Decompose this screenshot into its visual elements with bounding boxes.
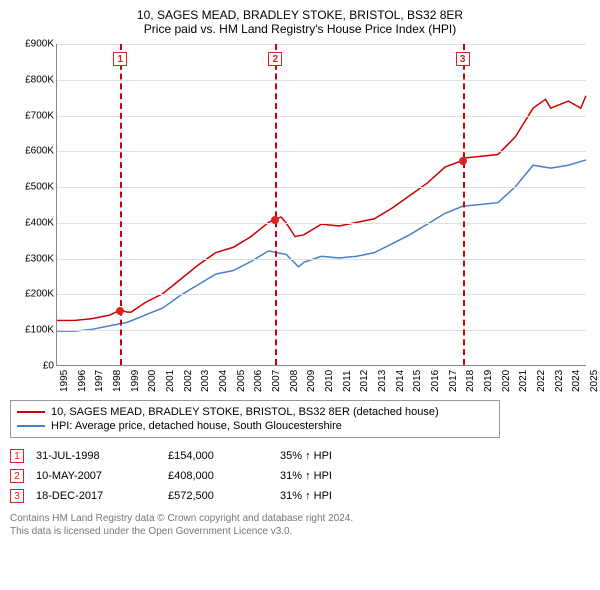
series-hpi [57,160,586,331]
series-price_paid [57,96,586,321]
sales-row-marker: 3 [10,489,24,503]
legend-label: 10, SAGES MEAD, BRADLEY STOKE, BRISTOL, … [51,406,439,418]
sales-row: 2 10-MAY-2007 £408,000 31% ↑ HPI [10,466,590,486]
x-tick-label: 2013 [377,370,379,392]
x-tick-label: 2009 [306,370,308,392]
x-tick-label: 2002 [183,370,185,392]
x-tick-label: 2021 [518,370,520,392]
x-tick-label: 2004 [218,370,220,392]
y-axis: £0£100K£200K£300K£400K£500K£600K£700K£80… [10,44,56,366]
sales-row-date: 18-DEC-2017 [36,490,156,502]
sale-marker-box: 3 [456,52,470,66]
x-tick-label: 2017 [448,370,450,392]
sale-marker-box: 2 [268,52,282,66]
gridline [57,44,586,45]
y-tick-label: £900K [25,39,54,50]
x-tick-label: 2011 [342,370,344,392]
plot-region: 1 2 3 [56,44,586,366]
x-tick-label: 1997 [94,370,96,392]
legend-swatch [17,425,45,427]
y-tick-label: £200K [25,289,54,300]
title-subtitle: Price paid vs. HM Land Registry's House … [10,22,590,36]
x-tick-label: 1998 [112,370,114,392]
sales-row-pct: 31% ↑ HPI [280,490,410,502]
sales-row-pct: 35% ↑ HPI [280,450,410,462]
x-tick-label: 2012 [359,370,361,392]
legend-swatch [17,411,45,413]
sales-row-price: £572,500 [168,490,268,502]
x-tick-label: 2025 [589,370,591,392]
sale-marker-line [275,44,277,365]
sales-row: 3 18-DEC-2017 £572,500 31% ↑ HPI [10,486,590,506]
x-tick-label: 2018 [465,370,467,392]
x-tick-label: 1996 [77,370,79,392]
legend-item: 10, SAGES MEAD, BRADLEY STOKE, BRISTOL, … [17,405,493,419]
x-tick-label: 2016 [430,370,432,392]
legend-item: HPI: Average price, detached house, Sout… [17,419,493,433]
sale-marker-dot [116,307,124,315]
gridline [57,330,586,331]
x-tick-label: 2005 [236,370,238,392]
chart-lines [57,44,586,365]
sale-marker-line [120,44,122,365]
chart-area: £0 £100K £200K £300K £400K £500K £600K £700K £80… [10,44,590,394]
y-tick-label: £500K [25,182,54,193]
sale-marker-line [463,44,465,365]
gridline [57,116,586,117]
y-tick-label: £600K [25,146,54,157]
y-tick-label: £700K [25,110,54,121]
x-tick-label: 2014 [395,370,397,392]
gridline [57,80,586,81]
y-tick-label: £100K [25,325,54,336]
legend-label: HPI: Average price, detached house, Sout… [51,420,342,432]
y-tick-label: £0 [43,361,54,372]
sales-row-marker: 2 [10,469,24,483]
gridline [57,259,586,260]
footer-line1: Contains HM Land Registry data © Crown c… [10,512,590,525]
y-tick-label: £400K [25,217,54,228]
x-tick-label: 2003 [200,370,202,392]
title-address: 10, SAGES MEAD, BRADLEY STOKE, BRISTOL, … [10,8,590,22]
x-tick-label: 2023 [554,370,556,392]
footer-line2: This data is licensed under the Open Gov… [10,525,590,538]
x-tick-label: 2022 [536,370,538,392]
x-axis: 1995 1996 1997 1998 1999 2000 2001 2002 2003 2004… [56,366,586,394]
x-tick-label: 2001 [165,370,167,392]
sales-row-date: 10-MAY-2007 [36,470,156,482]
x-tick-label: 2010 [324,370,326,392]
gridline [57,187,586,188]
footer-attribution: Contains HM Land Registry data © Crown c… [10,512,590,538]
sale-marker-dot [271,216,279,224]
sales-row-pct: 31% ↑ HPI [280,470,410,482]
sales-row: 1 31-JUL-1998 £154,000 35% ↑ HPI [10,446,590,466]
x-tick-label: 2000 [147,370,149,392]
x-tick-label: 1995 [59,370,61,392]
y-tick-label: £800K [25,74,54,85]
gridline [57,294,586,295]
sale-marker-box: 1 [113,52,127,66]
x-tick-label: 1999 [130,370,132,392]
sale-marker-dot [459,157,467,165]
x-tick-label: 2008 [289,370,291,392]
chart-title: 10, SAGES MEAD, BRADLEY STOKE, BRISTOL, … [10,8,590,36]
sales-row-price: £408,000 [168,470,268,482]
gridline [57,151,586,152]
legend: 10, SAGES MEAD, BRADLEY STOKE, BRISTOL, … [10,400,500,438]
x-tick-label: 2019 [483,370,485,392]
sales-row-marker: 1 [10,449,24,463]
sales-row-price: £154,000 [168,450,268,462]
x-tick-label: 2015 [412,370,414,392]
y-tick-label: £300K [25,253,54,264]
x-tick-label: 2006 [253,370,255,392]
x-tick-label: 2007 [271,370,273,392]
sales-row-date: 31-JUL-1998 [36,450,156,462]
gridline [57,223,586,224]
sales-table: 1 31-JUL-1998 £154,000 35% ↑ HPI 2 10-MAY-200… [10,446,590,506]
x-tick-label: 2024 [571,370,573,392]
x-tick-label: 2020 [501,370,503,392]
